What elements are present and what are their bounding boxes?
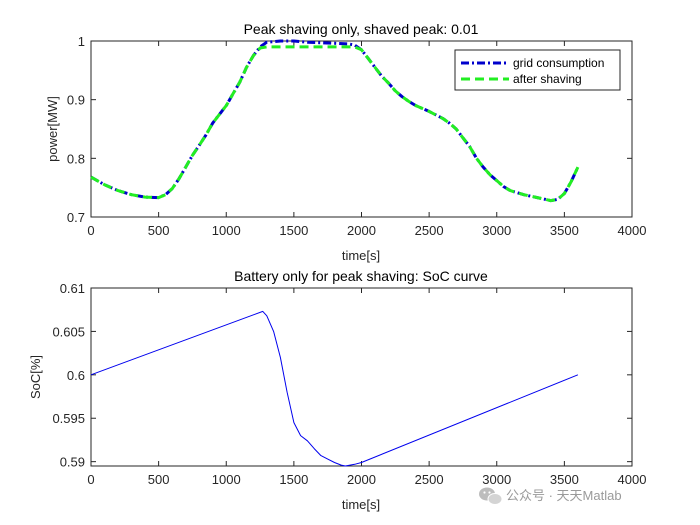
chart2-xtick-label: 3500: [550, 472, 579, 487]
chart2-xlabel: time[s]: [342, 497, 380, 512]
chart2-xtick-label: 2000: [347, 472, 376, 487]
chart2-lines: [90, 310, 579, 467]
chart2-series-line-soc: [90, 310, 579, 467]
chart2-plot-area: [90, 287, 633, 467]
chart2-ytick-label: 0.61: [60, 281, 85, 296]
chart2-xtick-label: 2500: [415, 472, 444, 487]
chart2-ticks: 0 500 1000 1500 2000 2500 3000 3500 4000 0.59 0.59…: [52, 281, 646, 487]
chart1-ticks: 0 500 1000 1500 2000 2500 3000 3500 4000 0.7 0.8 0.…: [67, 34, 647, 238]
chart1-ytick-label: 0.8: [67, 151, 85, 166]
chart2-ytick-label: 0.6: [67, 368, 85, 383]
legend-label-after-shaving: after shaving: [513, 72, 582, 86]
wechat-icon: [479, 487, 503, 505]
chart1-xtick-label: 1000: [212, 223, 241, 238]
watermark-text: 公众号 · 天天Matlab: [506, 488, 622, 503]
chart1-xtick-label: 3000: [482, 223, 511, 238]
chart2-xtick-label: 0: [87, 472, 94, 487]
watermark: 公众号 · 天天Matlab: [479, 487, 622, 505]
chart2-xtick-label: 4000: [618, 472, 647, 487]
chart1-xtick-label: 2500: [415, 223, 444, 238]
chart1-title: Peak shaving only, shaved peak: 0.01: [244, 21, 479, 37]
chart1-xtick-label: 500: [148, 223, 170, 238]
soc-chart: Battery only for peak shaving: SoC curve…: [28, 268, 646, 512]
chart1-ytick-label: 0.9: [67, 93, 85, 108]
chart2-ytick-label: 0.595: [52, 411, 85, 426]
legend-box: [454, 49, 621, 91]
chart2-ytick-label: 0.605: [52, 324, 85, 339]
chart2-ylabel: SoC[%]: [28, 355, 43, 399]
chart1-xtick-label: 4000: [618, 223, 647, 238]
chart2-xtick-label: 3000: [482, 472, 511, 487]
chart1-lines: [90, 39, 580, 203]
chart2-xtick-label: 1000: [212, 472, 241, 487]
chart2-xtick-label: 1500: [279, 472, 308, 487]
chart2-xtick-label: 500: [148, 472, 170, 487]
chart1-ylabel: power[MW]: [45, 96, 60, 162]
chart1-series-line-after-shaving: [90, 45, 580, 203]
chart2-title: Battery only for peak shaving: SoC curve: [234, 268, 488, 284]
chart1-xtick-label: 2000: [347, 223, 376, 238]
chart1-legend: grid consumption after shaving: [454, 49, 621, 91]
chart1-xlabel: time[s]: [342, 248, 380, 263]
power-chart: Peak shaving only, shaved peak: 0.01 0 50…: [45, 21, 646, 263]
chart2-ytick-label: 0.59: [60, 455, 85, 470]
legend-label-grid-consumption: grid consumption: [513, 56, 604, 70]
chart1-xtick-label: 3500: [550, 223, 579, 238]
chart1-xtick-label: 1500: [279, 223, 308, 238]
chart1-xtick-label: 0: [87, 223, 94, 238]
chart1-ytick-label: 0.7: [67, 210, 85, 225]
chart1-ytick-label: 1: [78, 34, 85, 49]
